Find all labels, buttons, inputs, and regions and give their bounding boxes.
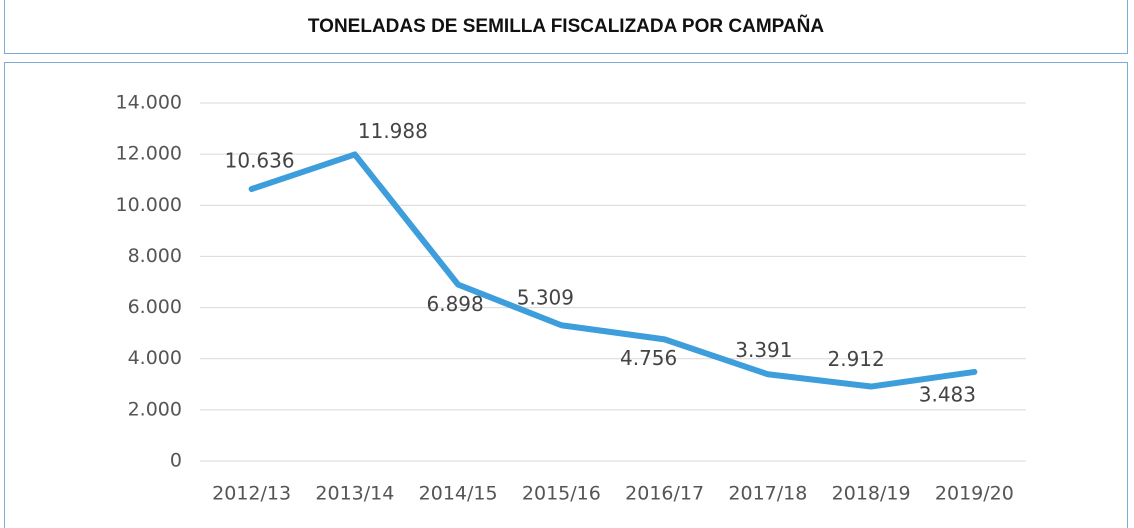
- y-tick-label: 2.000: [128, 398, 182, 420]
- data-label: 4.756: [620, 346, 677, 370]
- y-tick-label: 4.000: [128, 347, 182, 369]
- y-tick-label: 10.000: [116, 194, 182, 216]
- chart-title: TONELADAS DE SEMILLA FISCALIZADA POR CAM…: [4, 0, 1128, 54]
- chart: 0 2.000 4.000 6.000 8.000 10.000 12.000 14.000 2…: [4, 62, 1128, 528]
- y-tick-label: 14.000: [116, 92, 182, 114]
- x-tick-label: 2018/19: [832, 483, 911, 505]
- data-label: 6.898: [426, 292, 483, 316]
- x-tick-label: 2015/16: [522, 483, 601, 505]
- y-tick-label: 12.000: [116, 143, 182, 165]
- y-tick-label: 6.000: [128, 296, 182, 318]
- x-tick-label: 2019/20: [935, 483, 1014, 505]
- data-label: 2.912: [827, 347, 884, 371]
- y-tick-label: 0: [170, 450, 182, 472]
- y-tick-label: 8.000: [128, 245, 182, 267]
- data-label: 11.988: [358, 119, 428, 143]
- x-tick-label: 2013/14: [315, 483, 394, 505]
- line: [248, 151, 978, 390]
- x-tick-label: 2017/18: [728, 483, 807, 505]
- x-tick-label: 2012/13: [212, 483, 291, 505]
- chart-frame: [4, 62, 1128, 528]
- data-label: 3.483: [919, 382, 976, 406]
- x-tick-label: 2014/15: [419, 483, 498, 505]
- data-label: 3.391: [735, 338, 792, 362]
- data-label: 10.636: [225, 149, 295, 173]
- x-tick-label: 2016/17: [625, 483, 704, 505]
- data-label: 5.309: [517, 286, 574, 310]
